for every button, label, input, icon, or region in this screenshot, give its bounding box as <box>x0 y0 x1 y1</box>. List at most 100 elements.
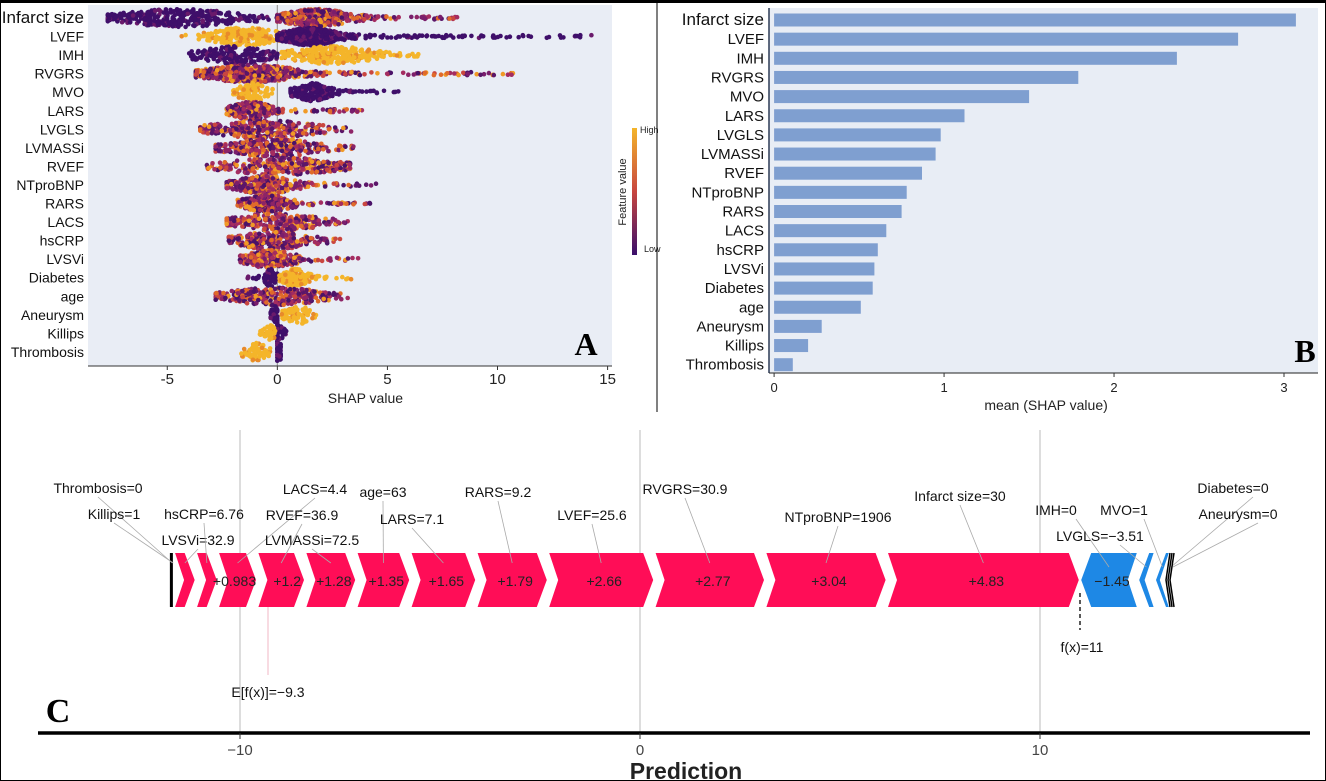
shap-point <box>368 53 374 58</box>
shap-point <box>401 33 407 38</box>
shap-point <box>275 37 280 42</box>
shap-point <box>154 14 160 19</box>
shap-point <box>237 114 242 120</box>
shap-point <box>291 122 296 127</box>
shap-point <box>373 181 379 186</box>
shap-point <box>257 113 262 118</box>
shap-point <box>342 37 347 43</box>
shap-point <box>127 20 133 25</box>
shap-point <box>278 157 283 163</box>
shap-point <box>208 18 213 23</box>
shap-point <box>236 132 242 137</box>
shap-point <box>311 46 316 51</box>
shap-point <box>340 54 346 59</box>
shap-point <box>146 22 151 28</box>
shap-point <box>324 12 330 18</box>
shap-point <box>248 183 254 188</box>
shap-point <box>396 89 401 94</box>
shap-point <box>327 108 333 114</box>
shap-point <box>149 8 154 13</box>
panel-a-beeswarm: Infarct sizeLVEFIMHRVGRSMVOLARSLVGLSLVMA… <box>2 0 661 412</box>
shap-point <box>350 45 355 50</box>
shap-point <box>209 12 215 17</box>
shap-point <box>276 109 281 115</box>
shap-point <box>310 26 316 32</box>
shap-point <box>452 71 457 76</box>
shap-point <box>236 55 241 60</box>
shap-point <box>253 36 259 41</box>
shap-point <box>250 81 255 87</box>
shap-point <box>256 73 262 78</box>
shap-point <box>345 18 350 23</box>
shap-point <box>255 103 261 109</box>
shap-point <box>340 45 345 51</box>
shap-point <box>261 147 266 153</box>
shap-point <box>243 34 248 39</box>
shap-point <box>231 44 237 49</box>
shap-point <box>293 53 299 59</box>
shap-point <box>191 52 196 58</box>
shap-point <box>247 200 252 205</box>
shap-point <box>221 36 226 41</box>
shap-point <box>357 72 363 78</box>
shap-point <box>337 91 342 96</box>
shap-point <box>204 9 210 14</box>
shap-point <box>138 13 143 18</box>
feature-label: Infarct size <box>2 8 84 27</box>
shap-point <box>303 148 308 154</box>
shap-point <box>198 127 203 132</box>
shap-point <box>258 141 263 147</box>
shap-point <box>308 81 313 87</box>
shap-point <box>210 161 215 166</box>
shap-point <box>321 159 326 165</box>
shap-point <box>315 39 321 44</box>
shap-point <box>388 16 393 21</box>
shap-point <box>278 131 283 136</box>
shap-point <box>306 123 311 128</box>
shap-point <box>241 148 246 154</box>
shap-point <box>306 143 311 148</box>
shap-point <box>368 183 374 188</box>
shap-point <box>121 10 126 16</box>
shap-point <box>243 196 249 202</box>
shap-point <box>319 49 324 55</box>
shap-point <box>313 82 319 87</box>
shap-point <box>241 119 246 125</box>
shap-point <box>205 58 211 63</box>
shap-point <box>172 21 178 27</box>
shap-point <box>310 53 316 59</box>
shap-point <box>381 88 387 94</box>
shap-point <box>375 71 380 76</box>
shap-point <box>283 201 289 207</box>
shap-point <box>215 51 220 56</box>
shap-point <box>345 33 350 38</box>
shap-point <box>247 120 253 126</box>
shap-point <box>327 70 333 76</box>
shap-point <box>233 150 239 155</box>
shap-point <box>352 55 357 60</box>
shap-point <box>270 104 276 110</box>
shap-point <box>245 50 251 56</box>
shap-point <box>309 170 315 175</box>
shap-point <box>205 131 211 136</box>
shap-point <box>118 15 124 21</box>
shap-point <box>337 69 342 75</box>
feature-label: NTproBNP <box>16 177 84 193</box>
shap-point <box>315 8 321 13</box>
feature-label: RVEF <box>47 158 84 174</box>
shap-point <box>305 170 310 175</box>
shap-point <box>213 36 218 41</box>
shap-point <box>247 189 253 195</box>
shap-point <box>224 76 229 82</box>
shap-point <box>177 19 182 24</box>
shap-point <box>307 58 313 63</box>
shap-point <box>337 109 342 114</box>
shap-point <box>299 96 305 101</box>
shap-point <box>270 164 276 169</box>
shap-point <box>241 163 246 168</box>
shap-point <box>282 70 288 75</box>
shap-point <box>192 23 197 29</box>
shap-point <box>372 32 378 38</box>
shap-point <box>270 151 276 156</box>
shap-point <box>321 59 327 65</box>
